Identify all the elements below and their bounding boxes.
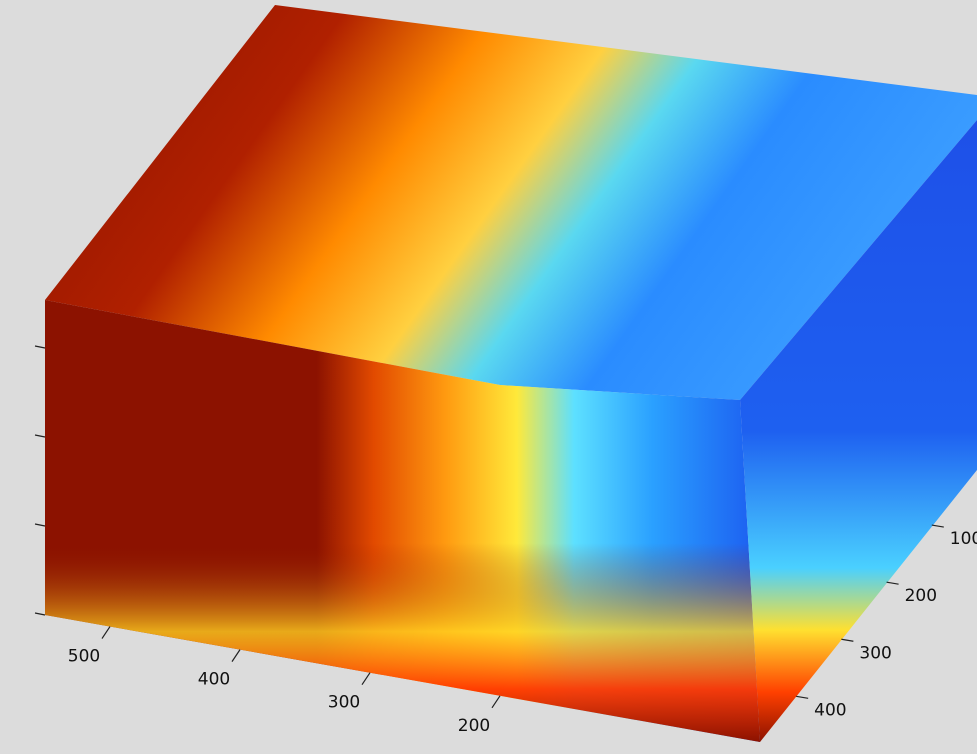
- x-tick: [232, 650, 240, 662]
- y-tick-label: 200: [905, 586, 937, 606]
- x-tick-label: 500: [68, 647, 100, 667]
- x-tick: [492, 696, 500, 708]
- z-tick: [35, 613, 45, 615]
- y-tick-label: 300: [859, 643, 891, 663]
- chart: 200 300 400 500 100 200 300 400: [0, 0, 977, 754]
- x-tick: [362, 673, 370, 685]
- x-tick-label: 200: [458, 716, 490, 736]
- x-tick: [102, 627, 110, 639]
- y-tick: [932, 525, 944, 527]
- x-tick-label: 400: [198, 670, 230, 690]
- x-tick-label: 300: [328, 693, 360, 713]
- y-tick: [841, 639, 853, 641]
- y-tick: [887, 582, 899, 584]
- y-tick-label: 400: [814, 700, 846, 720]
- z-tick: [35, 346, 45, 348]
- y-tick-label: 100: [950, 529, 977, 549]
- z-tick: [35, 435, 45, 437]
- page: 200300400500100200300400 (() => { const …: [0, 0, 977, 754]
- z-axis: [35, 346, 45, 615]
- y-tick: [796, 696, 808, 698]
- z-tick: [35, 524, 45, 526]
